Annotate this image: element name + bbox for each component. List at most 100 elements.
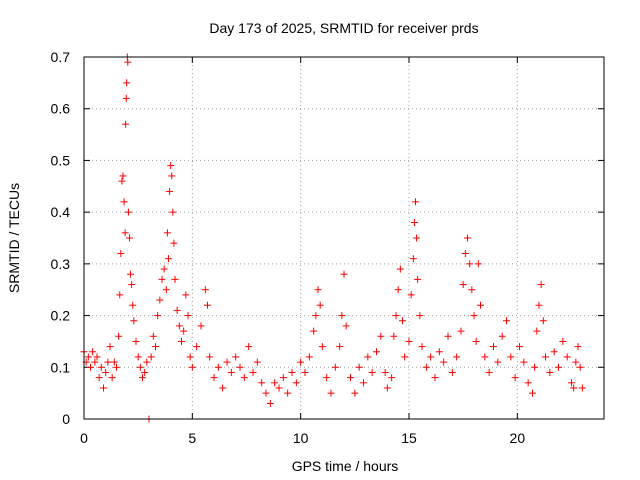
- data-point: [524, 379, 532, 387]
- data-point: [474, 260, 482, 268]
- data-point: [227, 368, 235, 376]
- x-tick-label: 15: [401, 430, 417, 446]
- data-point: [418, 343, 426, 351]
- axis-ticks: [83, 56, 604, 420]
- data-point: [180, 327, 188, 335]
- data-point: [431, 374, 439, 382]
- data-point: [416, 312, 424, 320]
- data-point: [539, 317, 547, 325]
- x-axis-label: GPS time / hours: [292, 458, 399, 474]
- data-point: [373, 348, 380, 356]
- data-point: [542, 353, 549, 361]
- x-tick-label: 10: [293, 430, 309, 446]
- data-point: [550, 348, 558, 356]
- data-point: [314, 286, 322, 294]
- data-point: [340, 270, 348, 278]
- data-point: [412, 198, 419, 206]
- x-tick-label: 20: [510, 430, 526, 446]
- y-tick-label: 0.7: [51, 49, 71, 65]
- data-point: [119, 172, 127, 180]
- data-point: [563, 353, 571, 361]
- data-point: [537, 281, 545, 289]
- data-point: [271, 379, 279, 387]
- y-tick-label: 0.2: [51, 308, 71, 324]
- grid-lines: [84, 57, 604, 419]
- data-point: [113, 363, 120, 371]
- data-point: [118, 177, 126, 185]
- data-point: [394, 286, 402, 294]
- data-point: [100, 384, 107, 392]
- data-point: [570, 384, 578, 392]
- data-point: [310, 327, 318, 335]
- data-point: [93, 353, 101, 361]
- data-point: [258, 379, 266, 387]
- data-point: [331, 363, 339, 371]
- data-point: [297, 358, 305, 366]
- data-point: [147, 353, 155, 361]
- data-point: [178, 337, 185, 345]
- x-tick-label: 0: [80, 430, 88, 446]
- data-point: [214, 363, 222, 371]
- data-point: [568, 379, 575, 387]
- data-point: [301, 368, 309, 376]
- data-point: [184, 312, 192, 320]
- data-point: [338, 312, 346, 320]
- data-point: [407, 291, 415, 299]
- data-point: [106, 343, 114, 351]
- data-point: [141, 368, 149, 376]
- data-point: [414, 275, 422, 283]
- y-axis-label: SRMTID / TECUs: [6, 183, 22, 293]
- x-tick-labels: 0 5 10 15 20: [80, 430, 525, 446]
- data-point: [160, 265, 168, 273]
- y-tick-labels: 0 0.1 0.2 0.3 0.4 0.5 0.6 0.7: [51, 49, 71, 427]
- data-point: [129, 301, 137, 309]
- data-point: [490, 343, 497, 351]
- data-point: [182, 291, 190, 299]
- data-point: [546, 368, 554, 376]
- data-point: [448, 368, 456, 376]
- data-point: [219, 384, 227, 392]
- data-point: [520, 358, 528, 366]
- chart-title: Day 173 of 2025, SRMTID for receiver prd…: [209, 20, 478, 36]
- data-point: [364, 353, 372, 361]
- data-point: [132, 337, 140, 345]
- data-point: [468, 286, 476, 294]
- data-point: [115, 332, 123, 340]
- data-point: [126, 234, 133, 242]
- data-point: [355, 363, 363, 371]
- x-tick-label: 5: [188, 430, 196, 446]
- data-point: [102, 368, 110, 376]
- data-point: [555, 363, 562, 371]
- data-point: [574, 343, 582, 351]
- data-point: [136, 363, 144, 371]
- data-point: [84, 353, 92, 361]
- data-point: [117, 250, 125, 258]
- data-point: [312, 312, 320, 320]
- data-point: [516, 343, 523, 351]
- data-point: [128, 281, 136, 289]
- data-point: [401, 353, 409, 361]
- data-point: [347, 374, 354, 382]
- data-point: [197, 322, 205, 330]
- data-point: [360, 379, 367, 387]
- data-point: [470, 312, 478, 320]
- data-point: [204, 301, 211, 309]
- data-point: [559, 337, 567, 345]
- data-points: [80, 53, 586, 423]
- data-point: [95, 374, 103, 382]
- data-point: [262, 389, 270, 397]
- data-point: [130, 317, 138, 325]
- data-point: [236, 363, 244, 371]
- data-point: [466, 260, 474, 268]
- data-point: [464, 234, 471, 242]
- data-point: [123, 79, 131, 87]
- data-point: [323, 374, 331, 382]
- data-point: [572, 358, 580, 366]
- data-point: [485, 368, 493, 376]
- y-tick-label: 0.6: [51, 101, 71, 117]
- data-point: [461, 250, 469, 258]
- data-point: [284, 389, 292, 397]
- data-point: [149, 332, 157, 340]
- data-point: [351, 389, 359, 397]
- data-point: [459, 281, 467, 289]
